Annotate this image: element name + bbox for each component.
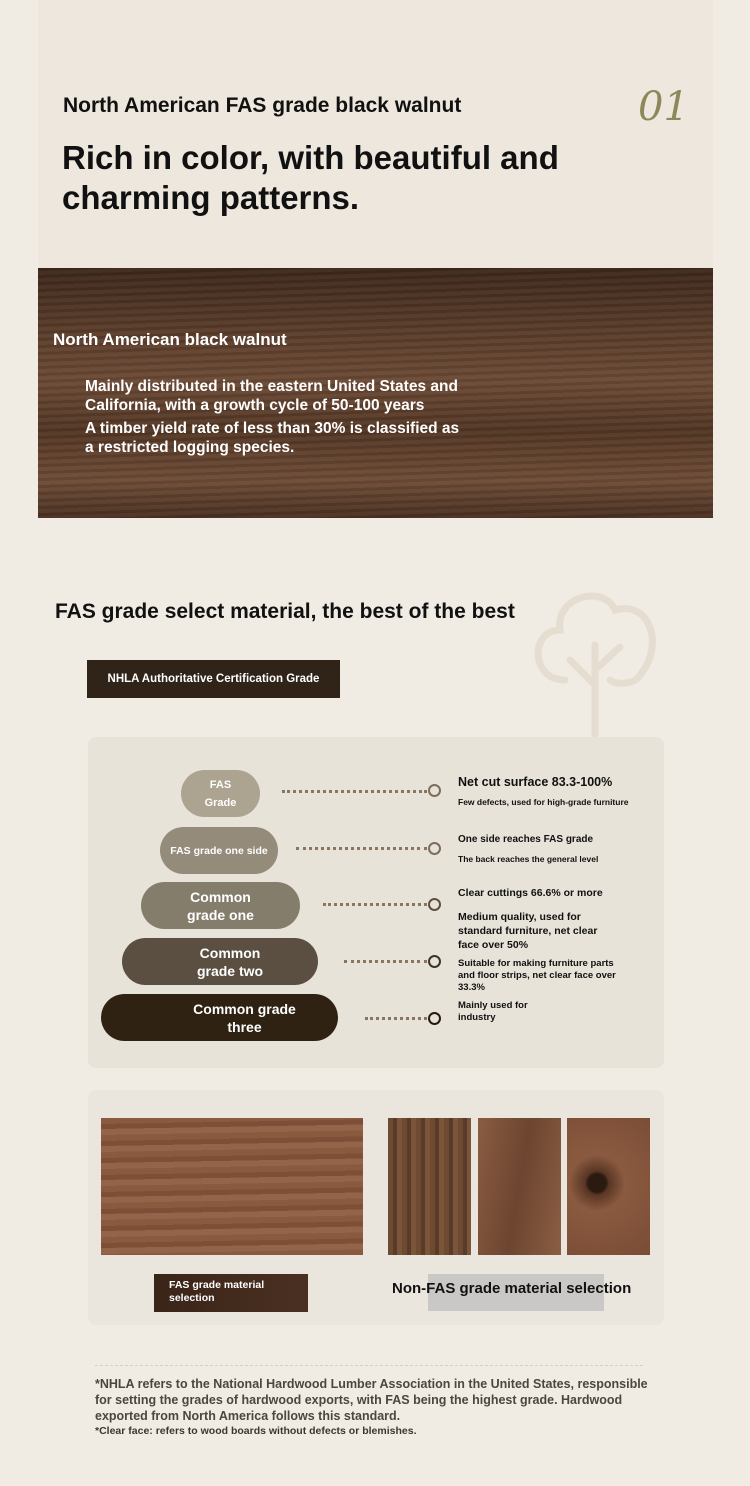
header-panel (38, 0, 713, 268)
section-number: 01 (638, 84, 689, 130)
fas-heading: FAS grade select material, the best of t… (55, 600, 515, 623)
connector-line (296, 847, 427, 850)
circle-marker-icon (428, 842, 441, 855)
non-fas-label-bg (428, 1274, 604, 1311)
walnut-text-column: Mainly distributed in the eastern United… (85, 377, 485, 457)
nhla-badge: NHLA Authoritative Certification Grade (87, 660, 340, 698)
grade-desc: Few defects, used for high-grade furnitu… (458, 797, 629, 807)
connector-line (323, 903, 427, 906)
non-fas-label: Non-FAS grade material selection (392, 1280, 632, 1297)
grade-pill-common-two: Common grade two (122, 938, 318, 985)
circle-marker-icon (428, 1012, 441, 1025)
non-fas-wood-knot-image (567, 1118, 650, 1255)
grade-pill-fas-one-side: FAS grade one side (160, 827, 278, 874)
walnut-texture-banner (38, 268, 713, 518)
grade-desc: Suitable for making furniture parts and … (458, 958, 616, 993)
grade-desc: The back reaches the general level (458, 854, 599, 864)
connector-line (365, 1017, 427, 1020)
footnote-clear-face: *Clear face: refers to wood boards witho… (95, 1425, 417, 1437)
footnote-nhla: *NHLA refers to the National Hardwood Lu… (95, 1377, 648, 1423)
subtitle: North American FAS grade black walnut (63, 94, 462, 117)
non-fas-wood-crack-image (388, 1118, 471, 1255)
divider (95, 1365, 643, 1366)
fas-wood-image (101, 1118, 363, 1255)
walnut-title: North American black walnut (53, 330, 287, 349)
circle-marker-icon (428, 898, 441, 911)
grade-pill-common-three: Common grade three (101, 994, 338, 1041)
footnotes: *NHLA refers to the National Hardwood Lu… (95, 1376, 655, 1438)
fas-label: FAS grade material selection (154, 1274, 308, 1312)
grade-desc: One side reaches FAS grade (458, 834, 594, 845)
headline: Rich in color, with beautiful and charmi… (62, 139, 559, 216)
circle-marker-icon (428, 784, 441, 797)
grade-pill-common-one: Common grade one (141, 882, 300, 929)
non-fas-wood-split-image (478, 1118, 561, 1255)
grade-descriptions: Net cut surface 83.3-100% Few defects, u… (458, 775, 658, 1024)
circle-marker-icon (428, 955, 441, 968)
connector-line (282, 790, 427, 793)
grade-desc: Clear cuttings 66.6% or more (458, 887, 603, 899)
walnut-yield: A timber yield rate of less than 30% is … (85, 420, 460, 456)
tree-icon (534, 592, 656, 739)
grade-pill-fas: FAS Grade (181, 770, 260, 817)
grade-desc: Medium quality, used for standard furnit… (458, 911, 598, 951)
walnut-distribution: Mainly distributed in the eastern United… (85, 378, 458, 414)
grade-desc: Net cut surface 83.3-100% (458, 775, 613, 789)
grade-desc: Mainly used for industry (458, 1000, 528, 1023)
connector-line (344, 960, 427, 963)
